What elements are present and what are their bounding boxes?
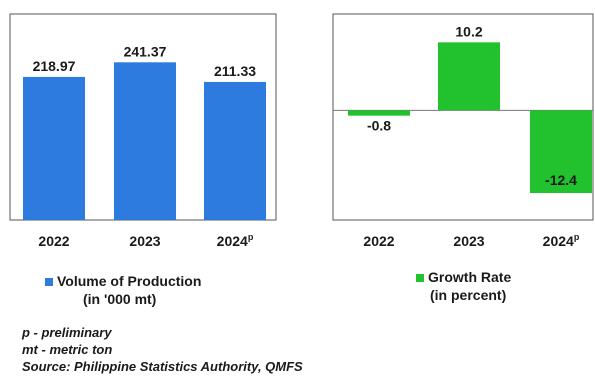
volume-legend-unit: (in '000 mt) <box>83 291 157 307</box>
growth-bar-2022 <box>348 110 410 116</box>
volume-bar-2023 <box>114 62 176 220</box>
volume-bar-2022 <box>23 76 85 220</box>
volume-legend-swatch <box>45 278 53 287</box>
volume-value-label-2024: 211.33 <box>214 63 256 79</box>
growth-tick-label-2022: 2022 <box>363 233 394 249</box>
volume-legend-label: Volume of Production <box>57 273 202 289</box>
growth-legend-unit: (in percent) <box>430 287 507 303</box>
growth-legend-label: Growth Rate <box>428 269 512 285</box>
volume-tick-label-2024: 2024p <box>217 232 254 249</box>
volume-tick-label-2023: 2023 <box>129 233 160 249</box>
volume-value-label-2023: 241.37 <box>124 43 167 59</box>
note-metric-ton: mt - metric ton <box>22 342 113 357</box>
growth-tick-superscript-2024: p <box>574 232 580 242</box>
volume-tick-superscript-2024: p <box>248 232 254 242</box>
growth-tick-label-2024: 2024p <box>543 232 580 249</box>
growth-value-label-2023: 10.2 <box>455 23 482 39</box>
growth-legend-swatch <box>416 274 424 283</box>
growth-value-label-2024: -12.4 <box>545 172 577 188</box>
volume-bar-2024 <box>204 81 266 221</box>
growth-legend: Growth Rate (in percent) <box>416 268 511 304</box>
note-preliminary: p - preliminary <box>22 325 112 340</box>
growth-value-label-2022: -0.8 <box>367 118 391 134</box>
footnotes: p - preliminary mt - metric ton Source: … <box>22 324 303 375</box>
growth-rate-chart: -0.8 2022 10.2 2023 -12.4 2024p <box>333 23 593 249</box>
growth-tick-label-2023: 2023 <box>453 233 484 249</box>
growth-bar-2024 <box>530 110 592 193</box>
volume-tick-label-2022: 2022 <box>38 233 69 249</box>
growth-plot-frame <box>332 13 594 221</box>
growth-bar-2023 <box>438 42 500 111</box>
volume-of-production-chart: 218.97 2022 241.37 2023 211.33 2024p <box>23 43 266 249</box>
note-source: Source: Philippine Statistics Authority,… <box>22 359 303 374</box>
volume-legend: Volume of Production (in '000 mt) <box>45 272 201 308</box>
volume-value-label-2022: 218.97 <box>33 58 76 74</box>
